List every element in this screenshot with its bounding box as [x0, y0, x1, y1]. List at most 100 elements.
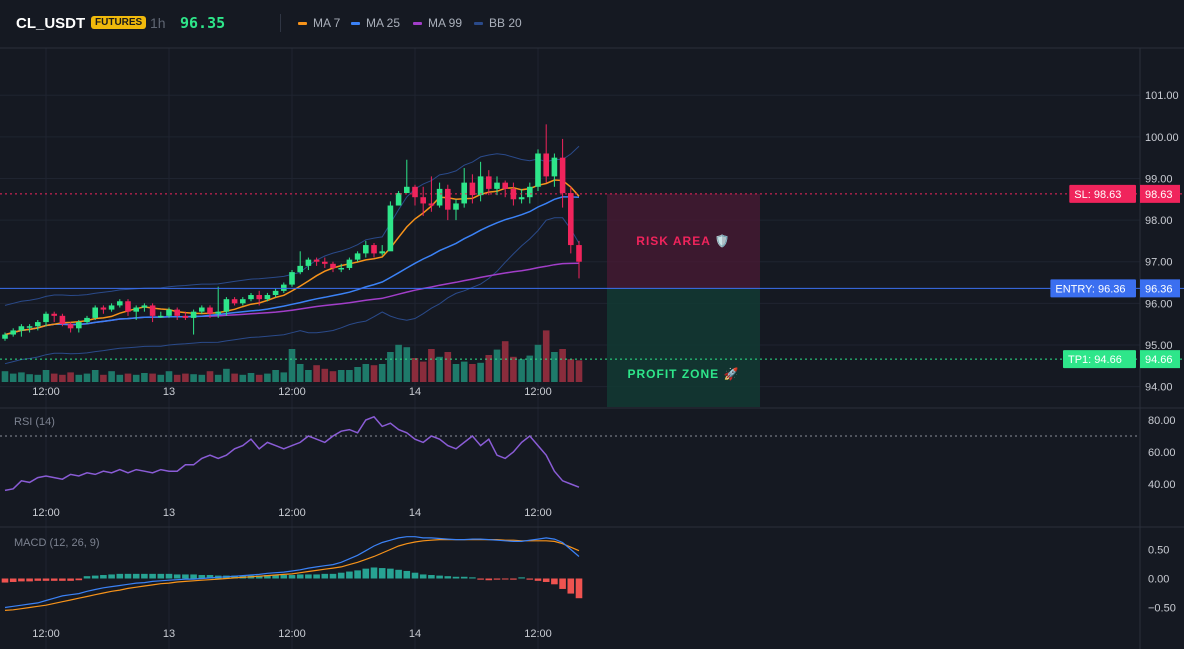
volume-bar — [91, 370, 99, 382]
volume-bar — [182, 373, 189, 382]
macd-histogram-bar — [559, 578, 566, 589]
macd-histogram-bar — [42, 578, 50, 581]
volume-bar — [428, 349, 435, 382]
legend-ma7[interactable]: MA 7 — [298, 16, 340, 30]
macd-histogram-bar — [370, 567, 378, 579]
interval-selector[interactable]: 1h — [150, 15, 166, 31]
volume-bar — [559, 349, 566, 382]
candle-body — [108, 305, 115, 310]
volume-bar — [313, 365, 320, 382]
volume-bar — [214, 374, 222, 382]
last-price: 96.35 — [180, 14, 226, 32]
candle-body — [445, 188, 451, 210]
candle-body — [535, 153, 541, 187]
take-profit-1-axis-value: 94.66 — [1145, 354, 1173, 366]
candle-body — [2, 334, 8, 339]
rsi-label: RSI (14) — [14, 416, 55, 428]
time-tick-label: 13 — [163, 386, 175, 398]
volume-bar — [26, 374, 33, 382]
legend-ma25[interactable]: MA 25 — [351, 16, 400, 30]
rsi-tick-label: 40.00 — [1148, 479, 1176, 491]
macd-histogram-bar — [469, 577, 476, 579]
macd-histogram-bar — [100, 575, 107, 579]
volume-bar — [419, 361, 427, 382]
time-tick-label: 14 — [409, 386, 421, 398]
profit-zone-label: PROFIT ZONE 🚀 — [628, 367, 740, 381]
price-tick-label: 94.00 — [1145, 382, 1173, 394]
volume-bar — [116, 374, 124, 382]
volume-bar — [42, 370, 50, 382]
time-tick-label: 12:00 — [278, 628, 306, 640]
time-tick-label: 13 — [163, 628, 175, 640]
macd-histogram-bar — [83, 576, 91, 579]
candle-body — [215, 311, 221, 314]
stop-loss-axis-tag — [1140, 184, 1180, 203]
macd-histogram-bar — [272, 575, 279, 579]
macd-histogram-bar — [346, 571, 353, 579]
candle-body — [510, 188, 517, 200]
candle-body — [395, 193, 402, 206]
candle-body — [207, 307, 213, 314]
rsi-pane: RSI (14) 80.00 60.00 40.00 — [0, 415, 1176, 492]
macd-histogram-bar — [198, 575, 206, 579]
candle-body — [338, 267, 344, 270]
ma99-swatch — [413, 21, 422, 25]
macd-histogram-bar — [157, 573, 165, 579]
bb20-swatch — [474, 21, 483, 25]
candle-body — [43, 313, 49, 323]
ma99-label: MA 99 — [428, 16, 463, 30]
entry-axis-value: 96.36 — [1145, 283, 1173, 295]
candle-body — [174, 309, 180, 316]
candle-body — [149, 305, 156, 316]
price-tick-label: 101.00 — [1145, 90, 1179, 102]
volume-bar — [337, 370, 345, 382]
macd-histogram-bar — [91, 575, 99, 579]
stop-loss-tag-label: SL: 98.63 — [1074, 189, 1121, 201]
macd-histogram-bar — [337, 572, 345, 579]
macd-histogram-bar — [59, 578, 66, 581]
time-tick-label: 14 — [409, 628, 421, 640]
macd-histogram-bar — [542, 578, 550, 582]
volume-bar — [387, 352, 394, 382]
volume-bar — [305, 370, 312, 382]
volume-bar — [18, 372, 25, 382]
macd-tick-label: 0.50 — [1148, 545, 1169, 557]
candle-body — [518, 197, 525, 200]
legend-ma99[interactable]: MA 99 — [413, 16, 462, 30]
volume-bar — [100, 374, 107, 382]
candle-body — [461, 182, 467, 204]
macd-histogram-bar — [50, 578, 58, 581]
candle-body — [322, 261, 328, 264]
time-tick-label: 12:00 — [278, 507, 306, 519]
ma7-swatch — [298, 21, 307, 25]
futures-badge: FUTURES — [91, 16, 147, 29]
volume-bar — [264, 373, 271, 382]
candle-body — [18, 326, 25, 331]
candle-body — [346, 259, 353, 268]
volume-bar — [534, 344, 542, 382]
bb-lower-band — [4, 217, 580, 365]
macd-histogram-bar — [67, 578, 74, 581]
candle-body — [543, 153, 549, 177]
candle-body — [297, 265, 303, 273]
macd-histogram-bar — [18, 578, 25, 582]
symbol-name[interactable]: CL_USDT — [16, 15, 86, 32]
chart-grid — [0, 47, 1184, 649]
legend-bb20[interactable]: BB 20 — [474, 16, 522, 30]
volume-bar — [83, 373, 91, 382]
candle-body — [117, 301, 123, 306]
volume-bar — [378, 364, 386, 382]
volume-bar — [542, 330, 550, 382]
volume-bar — [165, 371, 173, 382]
candle-body — [182, 315, 189, 318]
macd-histogram-bar — [132, 573, 140, 579]
macd-histogram-bar — [288, 575, 296, 579]
volume-bar — [551, 352, 558, 382]
volume-bar — [9, 373, 17, 382]
trade-zones: RISK AREA 🛡️ PROFIT ZONE 🚀 — [607, 193, 760, 407]
volume-bar — [141, 373, 148, 382]
macd-histogram-bar — [313, 574, 320, 579]
volume-bar — [526, 355, 534, 382]
candle-body — [428, 203, 435, 206]
